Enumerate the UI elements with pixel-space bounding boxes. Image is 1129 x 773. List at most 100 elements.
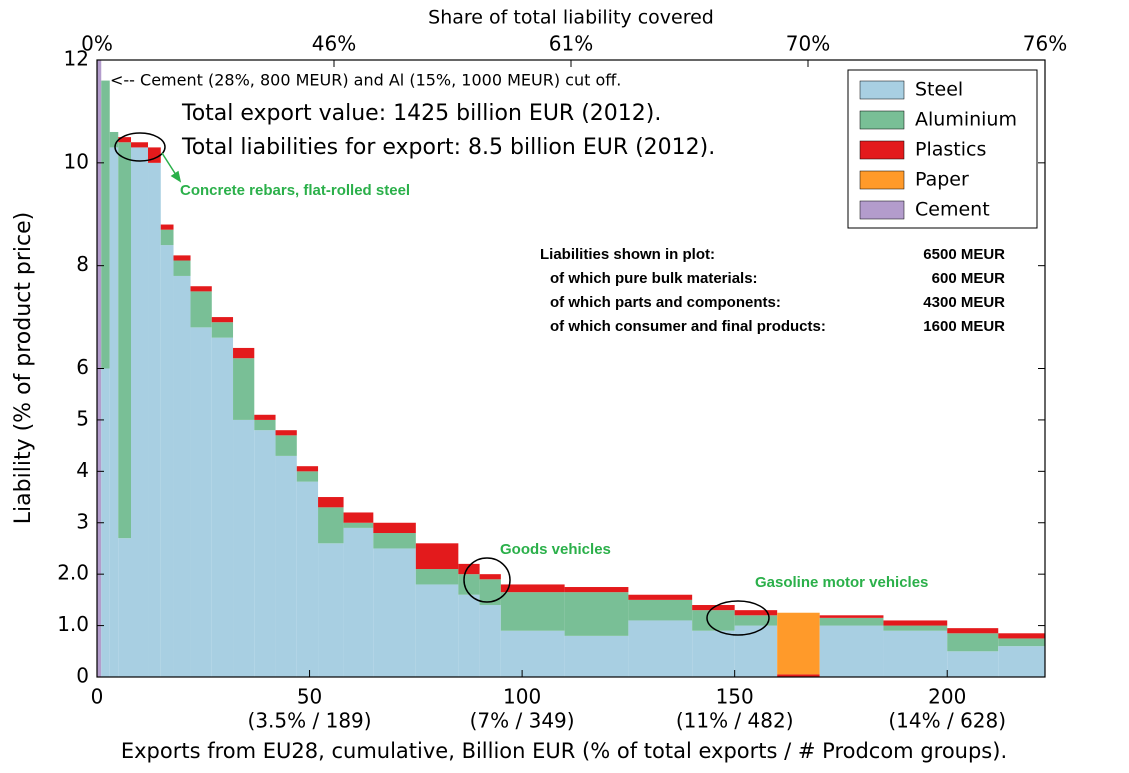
goods-note: Goods vehicles bbox=[500, 541, 611, 558]
bar-segment bbox=[275, 455, 297, 677]
bar-segment bbox=[131, 147, 149, 678]
bar-segment bbox=[131, 142, 149, 148]
bar-segment bbox=[947, 633, 999, 652]
bar-segment bbox=[318, 507, 344, 544]
bar-segment bbox=[109, 147, 119, 678]
bar-segment bbox=[109, 131, 119, 148]
bar-segment bbox=[211, 317, 234, 323]
bars bbox=[97, 60, 1045, 678]
bar-segment bbox=[777, 612, 820, 675]
legend-swatch bbox=[859, 170, 905, 190]
bar-segment bbox=[458, 563, 480, 575]
ellipse bbox=[114, 132, 166, 162]
x-tick-sublabel: (11% / 482) bbox=[676, 709, 794, 733]
bar-segment bbox=[998, 646, 1045, 677]
x2-tick-label: 0% bbox=[81, 32, 113, 56]
bar-segment bbox=[883, 625, 948, 631]
legend-label: Paper bbox=[915, 169, 969, 191]
x2-tick-label: 76% bbox=[1023, 32, 1067, 56]
bar-segment bbox=[692, 630, 735, 677]
x-tick-label: 0 bbox=[91, 685, 104, 709]
x-axis-title: Exports from EU28, cumulative, Billion E… bbox=[121, 739, 1007, 763]
cutoff-note: <-- Cement (28%, 800 MEUR) and Al (15%, … bbox=[110, 71, 621, 90]
x-tick-sublabel: (14% / 628) bbox=[888, 709, 1006, 733]
bar-segment bbox=[500, 630, 565, 677]
x-tick-label: 50 bbox=[297, 685, 322, 709]
bar-segment bbox=[211, 322, 234, 338]
bar-segment bbox=[998, 638, 1045, 647]
bar-segment bbox=[190, 286, 212, 292]
bar-segment bbox=[564, 587, 629, 593]
bar-segment bbox=[233, 358, 255, 420]
bar-segment bbox=[947, 651, 999, 677]
bar-segment bbox=[148, 162, 161, 678]
liability-note: Total liabilities for export: 8.5 billio… bbox=[181, 135, 715, 160]
bar-segment bbox=[628, 594, 693, 600]
info-value: 600 MEUR bbox=[932, 270, 1006, 287]
bar-segment bbox=[275, 435, 297, 456]
bar-segment bbox=[692, 610, 735, 631]
bar-segment bbox=[318, 543, 344, 677]
x2-tick-label: 46% bbox=[312, 32, 356, 56]
bar-segment bbox=[458, 574, 480, 595]
y-tick-label: 10 bbox=[64, 149, 89, 173]
x-tick-sublabel: (7% / 349) bbox=[470, 709, 575, 733]
bar-segment bbox=[479, 579, 501, 606]
info-value: 1600 MEUR bbox=[923, 318, 1005, 335]
bar-segment bbox=[415, 543, 459, 570]
bar-segment bbox=[734, 625, 778, 677]
bar-segment bbox=[118, 538, 132, 677]
x-tick-label: 200 bbox=[928, 685, 966, 709]
bar-segment bbox=[373, 533, 416, 549]
bar-segment bbox=[190, 291, 212, 328]
y-tick-label: 8 bbox=[76, 252, 89, 276]
legend-swatch bbox=[859, 200, 905, 220]
x2-tick-label: 61% bbox=[549, 32, 593, 56]
bar-segment bbox=[118, 137, 132, 143]
y-tick-label: 3 bbox=[76, 509, 89, 533]
bar-segment bbox=[734, 610, 778, 616]
bar-segment bbox=[479, 605, 501, 677]
bar-segment bbox=[118, 142, 132, 539]
bar-segment bbox=[415, 584, 459, 677]
bar-segment bbox=[564, 635, 629, 677]
bar-segment bbox=[458, 594, 480, 677]
legend: Steel Aluminium Plastics Paper Cement bbox=[847, 69, 1038, 229]
legend-swatch bbox=[859, 80, 905, 100]
legend-label: Aluminium bbox=[915, 109, 1017, 131]
bar-segment bbox=[173, 260, 191, 276]
bar-segment bbox=[343, 527, 374, 677]
info-label: of which consumer and final products: bbox=[550, 318, 826, 335]
bar-segment bbox=[254, 430, 276, 677]
bar-segment bbox=[101, 368, 110, 677]
bar-segment bbox=[628, 599, 693, 621]
bar-segment bbox=[883, 630, 948, 677]
bar-segment bbox=[415, 569, 459, 585]
bar-segment bbox=[173, 275, 191, 677]
bar-segment bbox=[101, 80, 110, 369]
bar-segment bbox=[883, 620, 948, 626]
info-value: 6500 MEUR bbox=[923, 246, 1005, 263]
bar-segment bbox=[296, 481, 319, 677]
bar-segment bbox=[373, 522, 416, 534]
y-tick-label: 6 bbox=[76, 355, 89, 379]
bar-segment bbox=[160, 229, 174, 246]
bar-segment bbox=[343, 512, 374, 523]
info-label: of which pure bulk materials: bbox=[550, 270, 758, 287]
bar-segment bbox=[318, 497, 344, 508]
bar-segment bbox=[160, 224, 174, 230]
bar-segment bbox=[373, 548, 416, 677]
ellipse bbox=[706, 600, 770, 636]
bar-segment bbox=[819, 617, 884, 626]
info-label: of which parts and components: bbox=[550, 294, 781, 311]
bar-segment bbox=[819, 625, 884, 677]
bar-segment bbox=[500, 584, 565, 593]
legend-swatch bbox=[859, 140, 905, 160]
bar-segment bbox=[233, 419, 255, 677]
bar-segment bbox=[564, 592, 629, 636]
bar-segment bbox=[777, 674, 820, 677]
bar-segment bbox=[819, 615, 884, 618]
y-tick-label: 1.0 bbox=[57, 612, 89, 636]
arrow-head bbox=[170, 170, 182, 183]
